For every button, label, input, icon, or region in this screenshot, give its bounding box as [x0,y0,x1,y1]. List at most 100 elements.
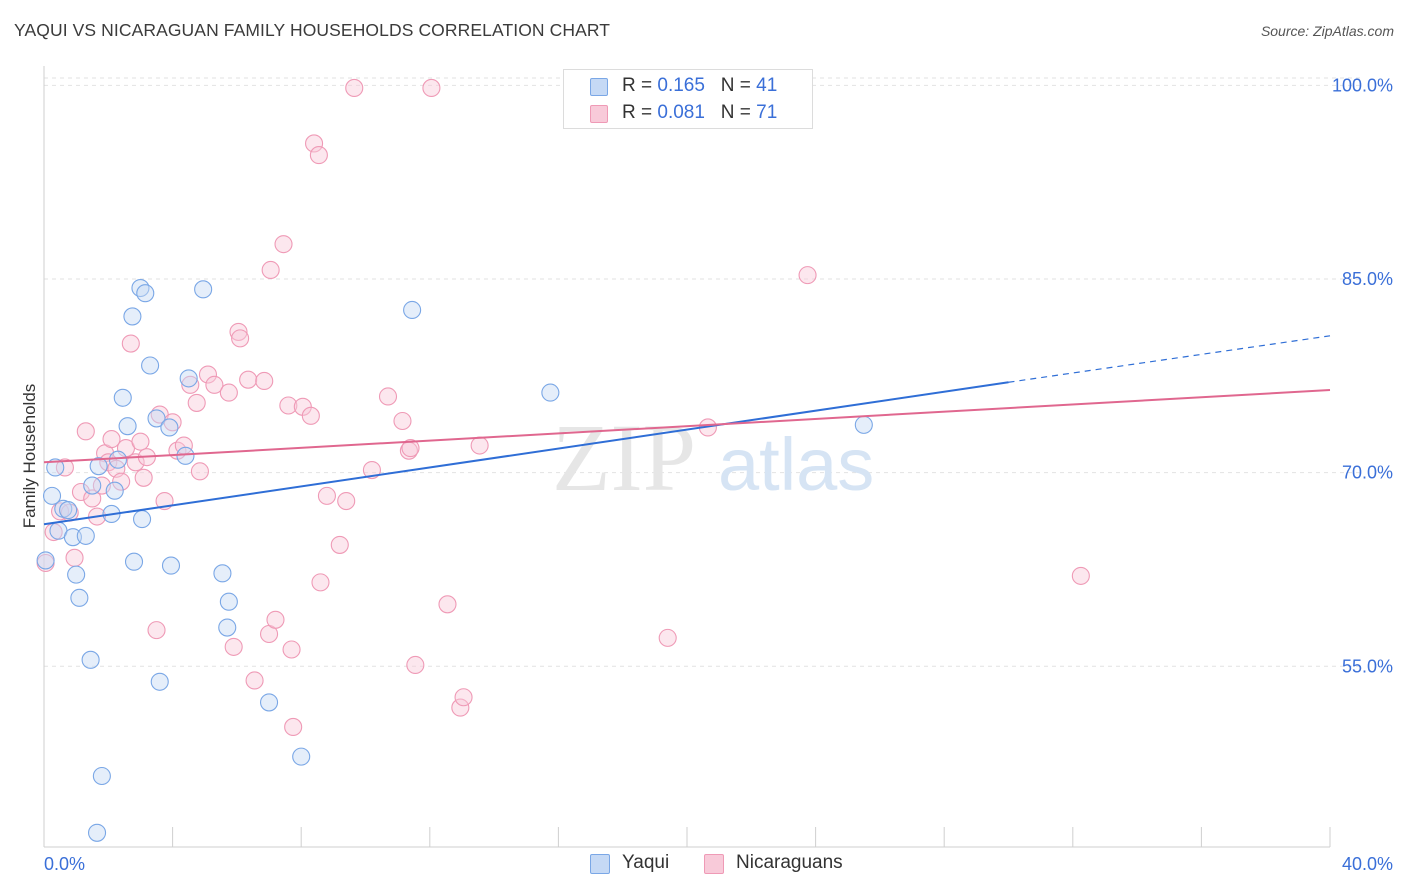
yaqui-point [81,650,100,669]
yaqui-point [403,300,422,320]
nicaraguans-point [224,637,243,656]
grid-lines [44,77,1360,667]
yaqui-point [219,592,238,611]
legend-swatch-nicaraguans [590,105,608,123]
yaqui-point [87,823,107,842]
bottom-legend-label-yaqui: Yaqui [622,852,670,873]
yaqui-point [541,383,560,402]
nicaraguans-point [401,439,420,458]
yaqui-point [133,510,152,529]
nicaraguans-point [317,486,336,505]
nicaraguans-point [55,458,74,477]
yaqui-point [42,486,62,505]
watermark-atlas: atlas [718,423,874,506]
yaqui-point [92,766,111,786]
legend-n-label: N = [720,102,757,123]
nicaraguans-point [378,387,398,406]
legend-text-yaqui: R = 0.165 N = 41 [622,75,777,97]
yaqui-point [259,693,279,712]
nicaraguans-point [279,396,298,415]
legend-r-value: 0.081 [657,102,705,123]
chart-title: YAQUI VS NICARAGUAN FAMILY HOUSEHOLDS CO… [14,20,611,40]
nicaraguans-point [229,322,248,341]
yaqui-point [160,418,179,437]
legend-r-label: R = [622,75,658,96]
yaqui-trend-extension [1008,335,1331,383]
nicaraguans-point [658,628,677,647]
watermark-zip: ZIP [552,404,696,511]
nicaraguans-point [330,535,349,554]
nicaraguans-point [274,235,293,254]
yaqui-point [124,552,144,571]
nicaraguans-point [282,640,301,659]
yaqui-point [59,501,78,520]
y-tick-label: 55.0% [1342,656,1393,676]
bottom-legend-swatch-nicaraguans [704,854,724,874]
stats-legend: R = 0.165 N = 41 R = 0.081 N = 71 [563,69,813,129]
yaqui-point [218,618,237,637]
yaqui-point [161,556,181,575]
yaqui-trend-line [43,381,1009,526]
yaqui-point [147,409,166,428]
yaqui-point [70,588,89,607]
y-tick-label: 100.0% [1332,75,1393,95]
nicaraguans-point [422,78,441,97]
nicaraguans-point [438,595,457,614]
nicaraguans-point [261,260,280,280]
yaqui-point [108,450,127,469]
yaqui-point [136,284,155,303]
axes [43,66,1331,848]
watermark: ZIP atlas [552,404,874,511]
yaqui-point [292,747,311,766]
nicaraguans-point [362,461,381,480]
nicaraguans-point [231,329,250,348]
nicaraguans-point [76,422,95,441]
nicaraguans-point [147,621,166,640]
nicaraguans-point [187,393,206,412]
x-tick-label: 40.0% [1342,854,1393,874]
nicaraguans-point [337,491,356,511]
yaqui-point [213,564,232,583]
nicaraguans-point [305,134,324,153]
nicaraguans-point [121,334,140,353]
nicaraguans-point [309,146,328,165]
nicaraguans-point [102,430,121,449]
nicaraguans-point [255,371,274,391]
yaqui-point [36,551,55,570]
y-tick-label: 70.0% [1342,463,1393,483]
nicaraguans-point [190,462,209,481]
nicaraguans-point [239,370,258,389]
nicaraguans-point [65,548,84,567]
nicaraguans-point [451,698,470,717]
nicaraguans-trend-line [43,389,1331,464]
yaqui-point [123,307,142,326]
chart-source: Source: ZipAtlas.com [1260,23,1394,39]
nicaraguans-point [131,432,150,451]
yaqui-point [179,369,198,388]
yaqui-point [854,415,873,434]
tick-labels: 100.0% 85.0% 70.0% 55.0% 0.0% 40.0% [44,75,1393,874]
yaqui-point [89,457,108,476]
nicaraguans-point [1071,566,1090,585]
nicaraguans-point [205,375,224,394]
nicaraguans-point [266,610,285,629]
nicaraguans-point [470,436,489,455]
yaqui-point [150,672,169,691]
legend-n-value: 41 [756,75,778,96]
legend-swatch-yaqui [590,78,608,96]
yaqui-point [194,280,213,299]
nicaraguans-point [301,406,320,425]
data-points [36,78,1090,842]
nicaraguans-point [311,573,330,592]
nicaraguans-point [393,411,412,431]
yaqui-point [118,417,137,436]
legend-n-label: N = [720,75,757,96]
yaqui-point [105,481,124,500]
legend-n-value: 71 [756,102,778,123]
nicaraguans-point [284,717,303,736]
legend-r-value: 0.165 [657,75,705,96]
legend-r-label: R = [622,102,658,123]
yaqui-point [141,356,160,375]
yaqui-point [67,565,86,584]
